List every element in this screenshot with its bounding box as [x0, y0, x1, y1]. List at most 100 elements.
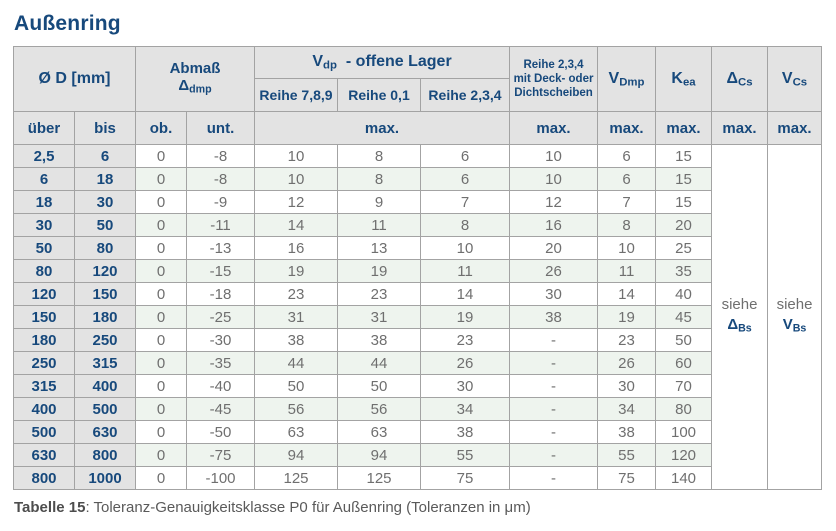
- header-max-v-cs: max.: [767, 111, 823, 145]
- value-cell: 11: [597, 259, 657, 283]
- diameter-cell: 18: [13, 190, 75, 214]
- diameter-cell: 50: [74, 213, 136, 237]
- value-cell: 14: [419, 282, 511, 306]
- diameter-cell: 120: [13, 282, 75, 306]
- value-cell: 38: [597, 420, 657, 444]
- value-cell: 50: [337, 374, 421, 398]
- header-bis: bis: [74, 111, 136, 145]
- value-cell: 10: [509, 144, 599, 168]
- value-cell: 14: [597, 282, 657, 306]
- header-deck-column: Reihe 2,3,4 mit Deck- oder Dichtscheiben: [509, 46, 599, 112]
- value-cell: 125: [337, 466, 421, 490]
- siehe-delta-bs-cell: siehe ΔBs: [711, 144, 769, 490]
- vdp-group-text: - offene Lager: [345, 53, 452, 71]
- diameter-cell: 630: [74, 420, 136, 444]
- value-cell: 20: [655, 213, 713, 237]
- diameter-cell: 250: [74, 328, 136, 352]
- value-cell: -45: [186, 397, 255, 421]
- table-row: 6 18 0 -8 10 8 6 10 6 15: [13, 167, 822, 191]
- value-cell: 14: [254, 213, 338, 237]
- value-cell: 23: [337, 282, 421, 306]
- value-cell: 10: [254, 144, 338, 168]
- diameter-cell: 315: [74, 351, 136, 375]
- header-max-kea: max.: [655, 111, 713, 145]
- abmass-symbol: Δdmp: [178, 76, 212, 96]
- value-cell: 0: [135, 259, 187, 283]
- header-max-vdp: max.: [253, 111, 511, 145]
- table-row: 630 800 0 -75 94 94 55-55 120: [13, 443, 822, 467]
- diameter-cell: 400: [74, 374, 136, 398]
- value-cell: -: [509, 466, 599, 490]
- page-title: Außenring: [14, 12, 121, 35]
- value-cell: 38: [419, 420, 511, 444]
- vdp-symbol: Vdp: [312, 53, 337, 72]
- value-cell: -8: [186, 167, 255, 191]
- value-cell: 75: [419, 466, 511, 490]
- value-cell: 0: [135, 466, 187, 490]
- value-cell: 63: [337, 420, 421, 444]
- value-cell: 38: [337, 328, 421, 352]
- value-cell: -: [509, 351, 599, 375]
- value-cell: 35: [655, 259, 713, 283]
- value-cell: 19: [337, 259, 421, 283]
- table-row: 120 150 0 -18 23 23 14 30 14 40: [13, 282, 822, 306]
- diameter-cell: 6: [13, 167, 75, 191]
- diameter-cell: 150: [74, 282, 136, 306]
- value-cell: 0: [135, 282, 187, 306]
- value-cell: 125: [254, 466, 338, 490]
- value-cell: 0: [135, 305, 187, 329]
- value-cell: 120: [655, 443, 713, 467]
- value-cell: -8: [186, 144, 255, 168]
- table-row: 2,5 6 0 -8 10 8 6 10 6 15 siehe ΔBs siehe VBs: [13, 144, 823, 490]
- value-cell: 31: [254, 305, 338, 329]
- header-max-delta-cs: max.: [711, 111, 769, 145]
- value-cell: 45: [655, 305, 713, 329]
- value-cell: 44: [337, 351, 421, 375]
- value-cell: 0: [135, 328, 187, 352]
- value-cell: -11: [186, 213, 255, 237]
- header-ob: ob.: [135, 111, 187, 145]
- value-cell: 55: [597, 443, 657, 467]
- value-cell: 16: [509, 213, 599, 237]
- value-cell: 80: [655, 397, 713, 421]
- value-cell: -75: [186, 443, 255, 467]
- diameter-cell: 30: [74, 190, 136, 214]
- value-cell: 6: [419, 167, 511, 191]
- value-cell: -: [509, 328, 599, 352]
- value-cell: 38: [254, 328, 338, 352]
- value-cell: 0: [135, 190, 187, 214]
- value-cell: -25: [186, 305, 255, 329]
- siehe-v-bs-cell: siehe VBs: [767, 144, 823, 490]
- value-cell: 19: [254, 259, 338, 283]
- value-cell: -100: [186, 466, 255, 490]
- table-row: 18 30 0 -9 12 9 7 12 7 15: [13, 190, 822, 214]
- table-body: 2,5 6 0 -8 10 8 6 10 6 15 siehe ΔBs siehe VBs 6 18 0 -8 10…: [13, 144, 823, 490]
- value-cell: 94: [337, 443, 421, 467]
- caption-number: Tabelle 15: [14, 499, 86, 516]
- value-cell: 60: [655, 351, 713, 375]
- table-row: 250 315 0 -35 44 44 26-26 60: [13, 351, 822, 375]
- value-cell: 7: [597, 190, 657, 214]
- header-v-cs: VCs: [767, 46, 823, 112]
- tolerance-table: Ø D [mm] Abmaß Δdmp Vdp - offene Lager Re…: [13, 46, 823, 490]
- value-cell: 19: [597, 305, 657, 329]
- value-cell: 56: [254, 397, 338, 421]
- table-row: 400 500 0 -45 56 56 34-34 80: [13, 397, 822, 421]
- value-cell: 34: [597, 397, 657, 421]
- value-cell: 10: [254, 167, 338, 191]
- value-cell: 8: [419, 213, 511, 237]
- table-row: 180 250 0 -30 38 38 23-23 50: [13, 328, 822, 352]
- table-row: 30 50 0 -11 14 11 8 16 8 20: [13, 213, 822, 237]
- value-cell: 100: [655, 420, 713, 444]
- diameter-cell: 1000: [74, 466, 136, 490]
- value-cell: 15: [655, 144, 713, 168]
- value-cell: -40: [186, 374, 255, 398]
- header-row-2: Reihe 7,8,9 Reihe 0,1 Reihe 2,3,4: [14, 78, 822, 112]
- value-cell: 50: [254, 374, 338, 398]
- value-cell: 0: [135, 420, 187, 444]
- header-abmass: Abmaß Δdmp: [135, 46, 255, 112]
- value-cell: -13: [186, 236, 255, 260]
- value-cell: 75: [597, 466, 657, 490]
- value-cell: 10: [419, 236, 511, 260]
- value-cell: 10: [597, 236, 657, 260]
